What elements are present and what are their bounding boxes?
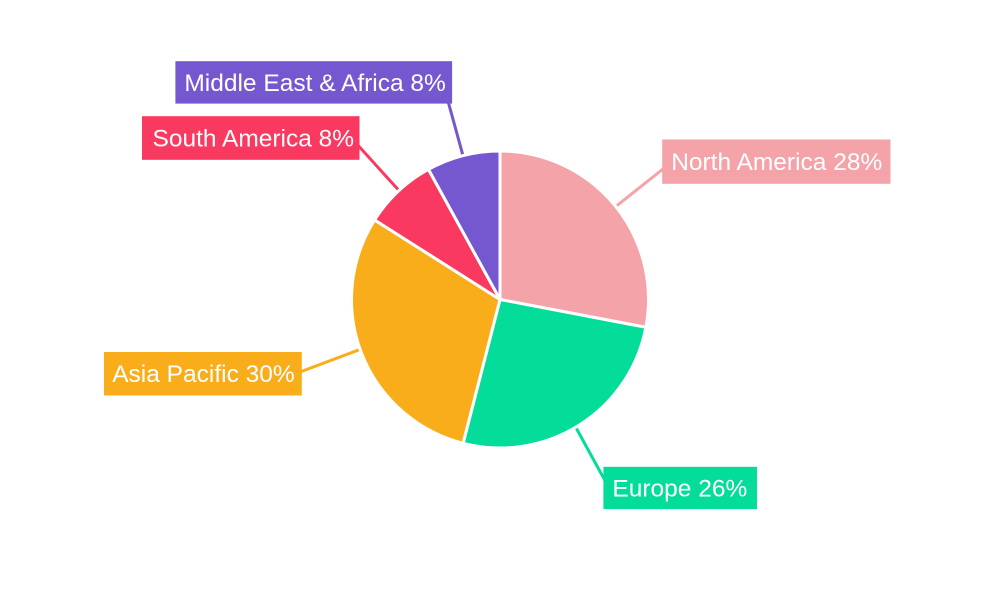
svg-text:Asia Pacific 30%: Asia Pacific 30%	[112, 361, 294, 388]
svg-text:North America 28%: North America 28%	[671, 149, 882, 176]
svg-text:Middle East & Africa 8%: Middle East & Africa 8%	[184, 70, 445, 97]
svg-text:Europe 26%: Europe 26%	[612, 475, 747, 502]
svg-text:South America 8%: South America 8%	[153, 125, 355, 152]
